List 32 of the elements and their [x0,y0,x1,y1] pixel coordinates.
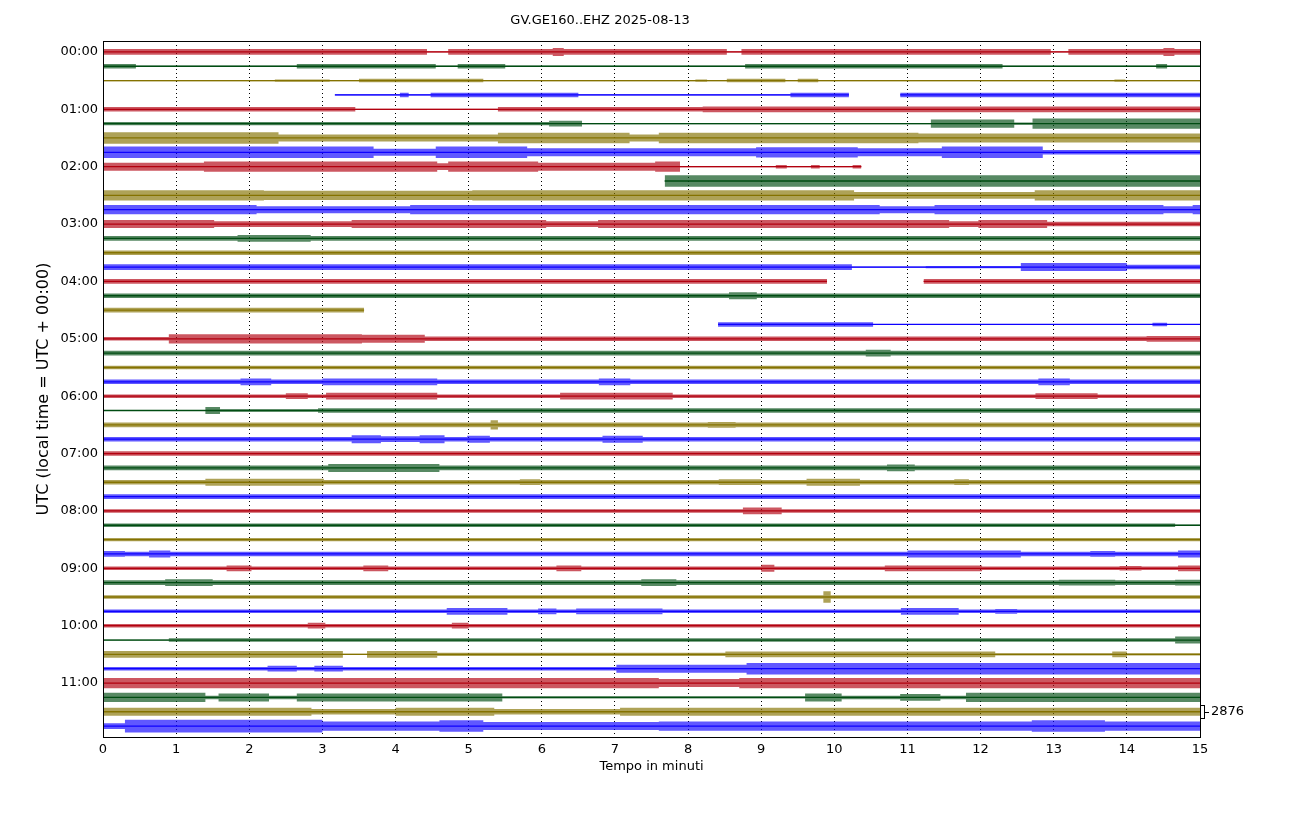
x-tick-label: 7 [610,741,620,757]
y-tick-label: 00:00 [60,43,98,59]
x-tick-label: 11 [899,741,916,757]
x-tick-label: 3 [318,741,327,757]
y-tick-label: 02:00 [60,158,98,174]
y-tick-label: 04:00 [60,272,98,288]
y-tick-label: 05:00 [60,330,98,346]
y-tick-label: 01:00 [60,100,98,116]
y-tick-label: 08:00 [60,502,98,518]
x-tick-label: 5 [464,741,473,757]
x-tick-label: 9 [757,741,766,757]
y-tick-label: 03:00 [60,215,98,231]
chart-title: GV.GE160..EHZ 2025-08-13 [510,12,690,28]
x-tick-label: 13 [1045,741,1063,757]
x-tick-label: 15 [1191,741,1209,757]
y-tick-label: 11:00 [60,674,98,690]
x-tick-label: 12 [972,741,989,757]
x-tick-label: 0 [98,741,108,757]
y-tick-label: 09:00 [60,559,98,575]
annotation: 2876 [1211,703,1245,719]
x-tick-label: 1 [171,741,181,757]
y-tick-label: 06:00 [60,387,98,403]
x-tick-label: 4 [391,741,400,757]
x-tick-label: 6 [537,741,546,757]
x-tick-label: 8 [683,741,693,757]
x-tick-label: 2 [245,741,254,757]
y-tick-label: 10:00 [60,617,98,633]
y-tick-label: 07:00 [60,444,98,460]
y-axis-title: UTC (local time = UTC + 00:00) [32,262,52,516]
x-tick-label: 14 [1118,741,1136,757]
x-tick-label: 10 [826,741,843,757]
x-axis-title: Tempo in minuti [598,757,704,773]
